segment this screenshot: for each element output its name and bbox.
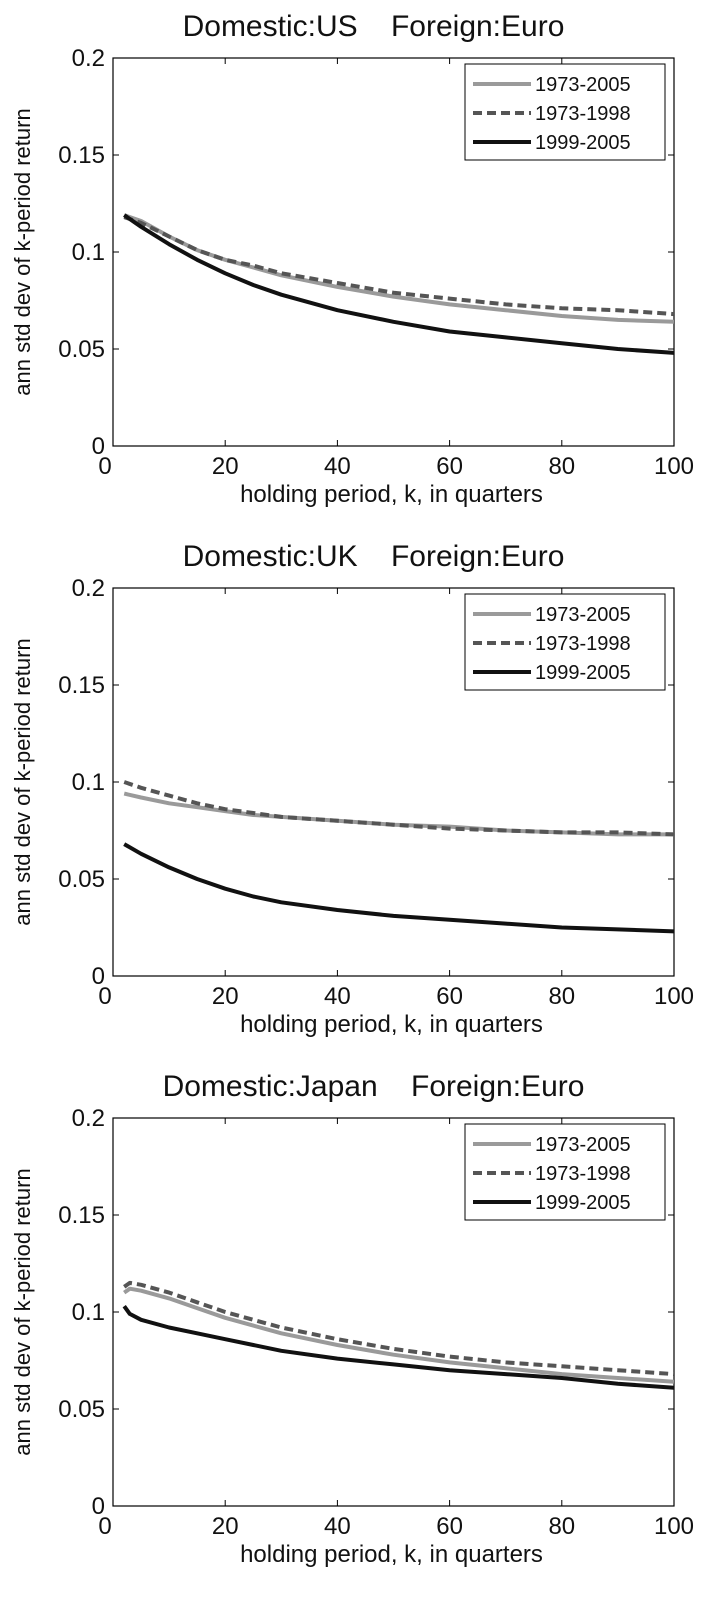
x-tick-label: 20: [212, 983, 239, 1010]
y-tick-label: 0: [92, 433, 105, 460]
x-tick-label: 60: [436, 453, 463, 480]
legend: 1973-2005 1973-1998 1999-2005: [464, 593, 666, 691]
legend-label: 1973-2005: [535, 604, 631, 626]
legend-label: 1973-1998: [535, 1163, 631, 1185]
chart-title: Domestic:Japan Foreign:Euro: [163, 1070, 585, 1103]
legend-label: 1999-2005: [535, 132, 631, 154]
y-tick-label: 0.2: [72, 575, 105, 602]
y-tick-label: 0.1: [72, 769, 105, 796]
legend: 1973-2005 1973-1998 1999-2005: [464, 63, 666, 161]
legend-label: 1973-1998: [535, 103, 631, 125]
series-line-1973-1998: [123, 780, 674, 837]
series-line-1973-1998: [123, 215, 674, 317]
legend-label: 1999-2005: [535, 1192, 631, 1214]
y-tick-label: 0.1: [72, 1299, 105, 1326]
y-tick-label: 0.2: [72, 45, 105, 72]
x-axis-label: holding period, k, in quarters: [240, 481, 543, 508]
x-tick-label: 40: [324, 453, 351, 480]
series-line-1999-2005: [123, 213, 674, 355]
y-tick-label: 0: [92, 1493, 105, 1520]
x-tick-label: 100: [654, 453, 694, 480]
chart-title: Domestic:UK Foreign:Euro: [183, 540, 565, 573]
series-line-1973-2005: [123, 791, 674, 837]
legend-label: 1973-2005: [535, 1134, 631, 1156]
y-tick-label: 0.15: [58, 142, 105, 169]
x-tick-label: 80: [548, 1513, 575, 1540]
legend: 1973-2005 1973-1998 1999-2005: [464, 1123, 666, 1221]
y-tick-label: 0.1: [72, 239, 105, 266]
x-axis-label: holding period, k, in quarters: [240, 1011, 543, 1038]
y-axis-label: ann std dev of k-period return: [10, 108, 35, 395]
y-tick-label: 0.05: [58, 866, 105, 893]
x-tick-label: 40: [324, 1513, 351, 1540]
y-tick-label: 0.05: [58, 336, 105, 363]
series-line-1999-2005: [122, 1305, 674, 1390]
x-tick-label: 0: [98, 983, 111, 1010]
x-tick-label: 100: [654, 1513, 694, 1540]
line-chart-3: Domestic:Japan Foreign:Euro 0 20 40 60 80 100 0…: [10, 1070, 694, 1568]
x-tick-label: 60: [436, 1513, 463, 1540]
x-tick-label: 100: [654, 983, 694, 1010]
x-tick-label: 60: [436, 983, 463, 1010]
y-tick-label: 0.15: [58, 672, 105, 699]
x-tick-label: 0: [98, 1513, 111, 1540]
line-chart-1: Domestic:US Foreign:Euro 0 20 40 60 80 100 0 0.0…: [10, 10, 694, 508]
series-line-1999-2005: [123, 842, 674, 934]
y-axis-label: ann std dev of k-period return: [10, 1168, 35, 1455]
y-tick-label: 0.15: [58, 1202, 105, 1229]
x-tick-label: 20: [212, 453, 239, 480]
x-tick-label: 40: [324, 983, 351, 1010]
y-tick-label: 0: [92, 963, 105, 990]
series-line-1973-1998: [123, 1280, 674, 1377]
legend-label: 1999-2005: [535, 662, 631, 684]
x-tick-label: 80: [548, 983, 575, 1010]
series-line-1973-2005: [123, 1286, 674, 1384]
y-axis-label: ann std dev of k-period return: [10, 638, 35, 925]
legend-label: 1973-2005: [535, 74, 631, 96]
x-tick-label: 20: [212, 1513, 239, 1540]
legend-label: 1973-1998: [535, 633, 631, 655]
y-tick-label: 0.2: [72, 1105, 105, 1132]
series-line-1973-2005: [123, 213, 674, 324]
y-tick-label: 0.05: [58, 1396, 105, 1423]
chart-title: Domestic:US Foreign:Euro: [183, 10, 565, 43]
x-tick-label: 80: [548, 453, 575, 480]
line-chart-2: Domestic:UK Foreign:Euro 0 20 40 60 80 100 0 0.0…: [10, 540, 694, 1038]
x-tick-label: 0: [98, 453, 111, 480]
x-axis-label: holding period, k, in quarters: [240, 1541, 543, 1568]
